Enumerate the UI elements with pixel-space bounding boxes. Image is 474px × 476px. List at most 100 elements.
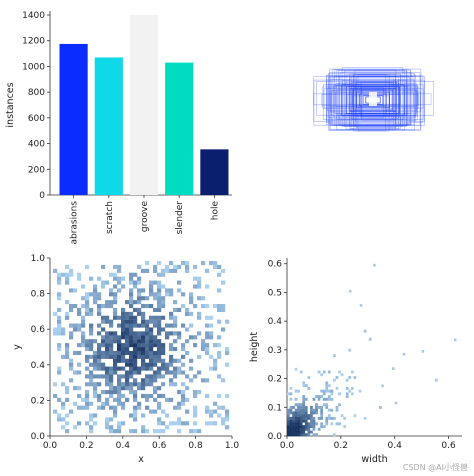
xy-density-cell: [205, 421, 210, 426]
wh-density-cell: [297, 403, 300, 407]
bar-groove: [129, 15, 159, 195]
xy-density-cell: [157, 374, 162, 379]
xy-density-cell: [109, 390, 114, 395]
xy-density-cell: [165, 292, 170, 297]
xy-density-cell: [157, 292, 162, 297]
xy-density-cell: [205, 331, 210, 336]
xy-density-cell: [113, 272, 118, 277]
xy-density-cell: [133, 409, 138, 414]
xy-density-cell: [97, 296, 102, 301]
xy-density-cell: [221, 280, 226, 285]
wh-density-cell: [325, 381, 329, 385]
xy-density-cell: [165, 413, 170, 418]
xy-density-cell: [137, 405, 142, 410]
wh-density-cell: [287, 422, 290, 426]
bbox-center-highlight: [369, 92, 377, 106]
wh-density-cell: [304, 419, 308, 423]
xy-density-cell: [61, 331, 66, 336]
xy-density-cell: [117, 323, 122, 328]
xy-density-cell: [81, 331, 86, 336]
xy-density-cell: [121, 331, 126, 336]
xy-density-cell: [93, 350, 98, 356]
xy-density-cell: [69, 272, 74, 277]
wh-density-cell: [333, 416, 336, 420]
xy-density-cell: [93, 393, 98, 399]
xy-density-cell: [189, 378, 194, 383]
wh-density-cell: [315, 408, 318, 412]
xy-density-cell: [113, 300, 118, 305]
wh-density-cell: [343, 416, 347, 420]
xy-density-cell: [213, 362, 218, 367]
xy-density-cell: [181, 397, 186, 402]
xy-density-cell: [93, 382, 98, 387]
xy-density-cell: [57, 331, 62, 336]
xy-density-cell: [77, 386, 82, 391]
xy-density-cell: [73, 370, 78, 375]
wh-density-cell: [327, 408, 331, 412]
xy-density-cell: [153, 339, 158, 344]
xy-density-cell: [117, 429, 122, 434]
wh-density-cell: [294, 397, 298, 401]
xy-density-cell: [69, 323, 74, 328]
xy-density-cell: [205, 323, 210, 328]
wh-density-cell: [302, 411, 306, 415]
xy-density-cell: [101, 366, 106, 371]
xy-density-cell: [97, 343, 102, 348]
xy-density-cell: [117, 288, 122, 293]
xy-density-cell: [77, 350, 82, 356]
xy-density-cell: [161, 366, 166, 371]
xy-density-cell: [113, 366, 118, 371]
xy-density-cell: [65, 272, 70, 277]
xy-density-cell: [93, 413, 98, 418]
wh-density-cell: [348, 389, 352, 393]
xy-density-cell: [133, 405, 138, 410]
bbox-outline: [327, 73, 415, 131]
xy-density-cell: [217, 405, 222, 410]
xy-density-cell: [89, 425, 94, 430]
xy-density-cell: [221, 417, 226, 422]
xy-density-cell: [125, 343, 130, 348]
xy-density-cell: [145, 350, 150, 356]
xy-density-cell: [157, 366, 162, 371]
xy-density-cell: [125, 370, 130, 375]
xy-density-cell: [173, 323, 178, 328]
xy-density-cell: [185, 350, 190, 356]
xy-density-cell: [73, 323, 78, 328]
xy-density-cell: [137, 307, 142, 313]
xy-density-cell: [161, 304, 166, 309]
xy-density-cell: [89, 307, 94, 313]
wh-density-cell: [292, 414, 295, 418]
xy-density-cell: [125, 374, 130, 379]
xy-density-cell: [93, 288, 98, 293]
xy-density-cell: [121, 284, 126, 289]
xy-density-cell: [197, 331, 202, 336]
bbox-outline: [327, 87, 418, 112]
xy-density-cell: [201, 261, 206, 266]
xy-density-cell: [161, 296, 166, 301]
xy-density-cell: [137, 280, 142, 285]
wh-density-cell: [345, 386, 349, 390]
xy-density-cell: [137, 386, 142, 391]
wh-density-cell: [292, 422, 295, 426]
xy-density-cell: [125, 323, 130, 328]
xy-density-cell: [137, 292, 142, 297]
xy-density-cell: [113, 358, 118, 363]
wh-density-cell: [320, 414, 324, 418]
xy-density-cell: [157, 272, 162, 277]
xy-density-cell: [101, 315, 106, 320]
xy-density-cell: [181, 390, 186, 395]
wh-density-cell: [320, 422, 324, 426]
xy-density-cell: [201, 378, 206, 383]
bbox-outline: [350, 81, 399, 119]
xy-density-cell: [169, 378, 174, 383]
wh-density-cell: [325, 384, 329, 388]
xy-density-cell: [141, 268, 146, 273]
xy-density-cell: [161, 421, 166, 426]
xy-density-cell: [153, 307, 158, 313]
xy-density-cell: [141, 354, 146, 359]
wh-density-cell: [294, 416, 298, 420]
xy-density-cell: [85, 307, 90, 313]
bar-abrasions: [59, 43, 88, 195]
xy-density-cell: [153, 397, 158, 402]
xy-density-cell: [161, 268, 166, 273]
